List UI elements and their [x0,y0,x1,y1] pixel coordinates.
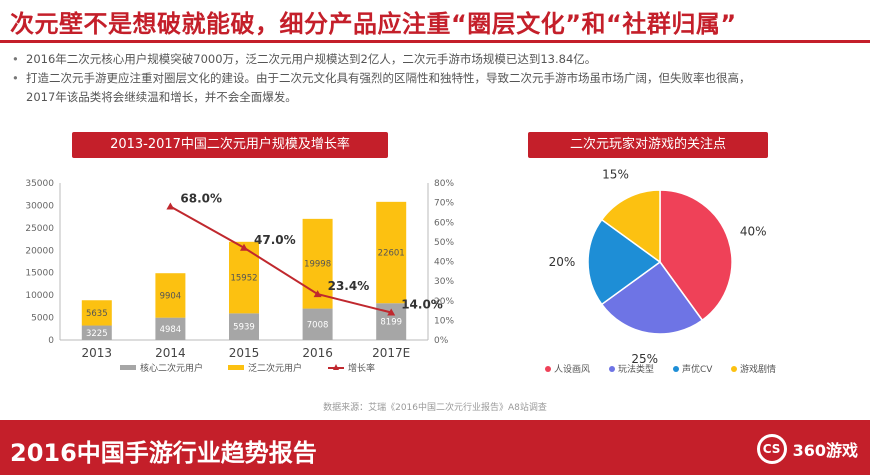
y2-tick-label: 50% [434,238,454,248]
logo-mark: CS [756,434,787,464]
growth-value-label: 68.0% [180,192,222,206]
legend-label-core: 核心二次元用户 [140,362,203,374]
bullet-dot: • [12,71,19,85]
legend-swatch-core [120,365,136,370]
pie-slice [659,189,733,322]
pie-legend-swatch [673,366,679,372]
bullet-list: • 2016年二次元核心用户规模突破7000万，泛二次元用户规模达到2亿人，二次… [12,50,862,107]
y-tick-label: 10000 [25,291,54,301]
bullet-item: • 打造二次元手游更应注重对圈层文化的建设。由于二次元文化具有强烈的区隔性和独特… [12,69,862,88]
bar-pan-users [376,201,407,304]
y-tick-label: 25000 [25,224,54,234]
bar-pan-value-label: 9904 [160,291,182,301]
y-tick-label: 20000 [25,246,54,256]
growth-marker [387,308,396,316]
bullet-dot: • [12,52,19,66]
bullet-text: 打造二次元手游更应注重对圈层文化的建设。由于二次元文化具有强烈的区隔性和独特性，… [26,71,751,85]
y2-tick-label: 30% [434,277,454,287]
pie-slice [587,218,662,306]
x-tick-label: 2014 [155,346,186,360]
y-tick-label: 30000 [25,201,54,211]
bar-core-value-label: 8199 [380,318,402,328]
y-tick-label: 35000 [25,179,54,189]
x-tick-label: 2013 [82,346,113,360]
bar-pan-users [81,300,112,326]
pie-slice [600,189,661,264]
growth-marker [313,290,322,298]
y2-tick-label: 40% [434,258,454,268]
bar-core-users [302,308,333,340]
bar-core-value-label: 5939 [233,323,255,333]
y2-tick-label: 80% [434,179,454,189]
pie-value-label: 25% [631,352,658,366]
pie-slice [600,260,704,335]
growth-value-label: 47.0% [254,233,296,247]
legend-swatch-pan [228,365,244,370]
pie-value-label: 40% [740,225,767,239]
pie-legend-label: 游戏剧情 [740,363,776,375]
pie-value-label: 20% [549,255,576,269]
growth-marker [166,202,175,210]
pie-legend-label: 玩法类型 [618,363,654,375]
logo: CS 360游戏 [756,434,858,464]
pie-legend-swatch [731,366,737,372]
growth-value-label: 14.0% [401,298,443,312]
y2-tick-label: 10% [434,316,454,326]
bar-core-users [155,317,186,340]
bar-pan-value-label: 22601 [378,249,405,259]
bullet-item: • 2016年二次元核心用户规模突破7000万，泛二次元用户规模达到2亿人，二次… [12,50,862,69]
y2-tick-label: 20% [434,297,454,307]
pie-value-label: 15% [602,168,629,182]
bullet-text: 2016年二次元核心用户规模突破7000万，泛二次元用户规模达到2亿人，二次元手… [26,52,597,66]
title-divider [0,40,870,43]
y2-tick-label: 60% [434,218,454,228]
growth-value-label: 23.4% [328,279,370,293]
x-tick-label: 2015 [229,346,260,360]
y2-tick-label: 0% [434,336,449,346]
legend-label-growth: 增长率 [348,362,375,374]
bar-core-users [229,313,259,340]
x-tick-label: 2016 [302,346,333,360]
bullet-continuation: 2017年该品类将会继续温和增长，并不会全面爆发。 [26,90,297,104]
bar-core-value-label: 7008 [307,320,329,330]
user-scale-bar-chart: 0 5000 10000 15000 20000 25000 30000 35000 0% 10%… [25,179,454,374]
y2-tick-label: 70% [434,199,454,209]
bar-pan-value-label: 19998 [304,260,331,270]
bar-pan-value-label: 15952 [230,274,257,284]
page-title: 次元壁不是想破就能破，细分产品应注重“圈层文化”和“社群归属” [10,10,737,38]
legend-marker-growth [333,364,339,370]
y-tick-label: 15000 [25,269,54,279]
legend-label-pan: 泛二次元用户 [248,362,302,374]
focus-pie-chart: 40% 25% 20% 15% 人设画风 玩法类型 声优CV 游戏剧情 [545,168,776,375]
growth-line [169,205,392,314]
growth-marker [240,243,248,251]
bar-pan-value-label: 5635 [86,309,108,319]
pie-legend-label: 人设画风 [554,364,590,375]
bar-core-value-label: 4984 [160,325,182,335]
footer-title: 2016中国手游行业趋势报告 [10,439,317,467]
pie-chart-title: 二次元玩家对游戏的关注点 [528,132,768,158]
y-tick-label: 0 [48,336,54,346]
bar-core-users [81,325,112,340]
y-tick-label: 5000 [31,314,54,324]
footer-bar: 2016中国手游行业趋势报告 CS 360游戏 [0,420,870,475]
x-tick-label: 2017E [372,346,410,360]
bar-core-value-label: 3225 [86,329,108,339]
logo-text: 360游戏 [792,441,858,460]
bar-chart-title: 2013-2017中国二次元用户规模及增长率 [72,132,388,158]
pie-legend-swatch [609,366,615,372]
bar-pan-users [155,273,186,318]
pie-legend-label: 声优CV [682,363,713,375]
source-note: 数据来源：艾瑞《2016中国二次元行业报告》A8站调查 [323,403,547,413]
pie-legend-swatch [545,366,551,372]
